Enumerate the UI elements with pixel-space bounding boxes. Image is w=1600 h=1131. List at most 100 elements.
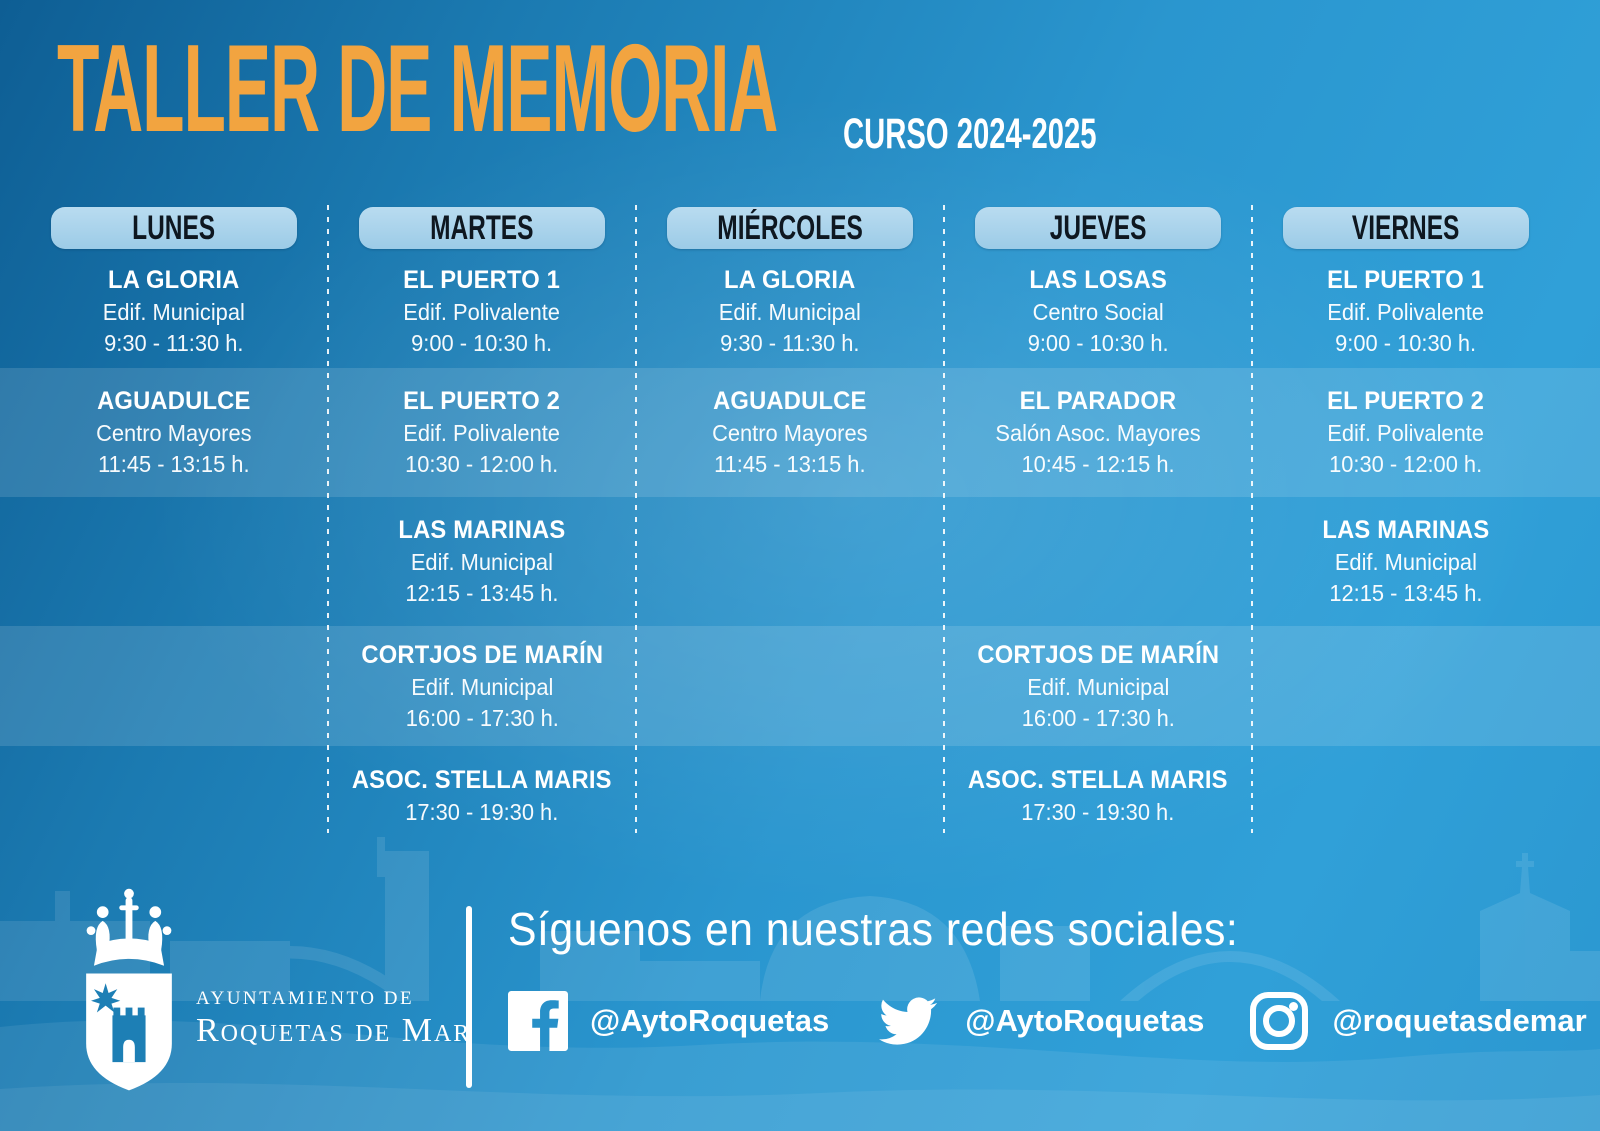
organization-name: AYUNTAMIENTO DE Roquetas de Mar	[196, 988, 471, 1050]
schedule-slot: LAS LOSAS Centro Social 9:00 - 10:30 h.	[944, 255, 1252, 368]
slot-location-name: EL PUERTO 1	[403, 266, 561, 294]
slot-location-name: EL PARADOR	[1019, 387, 1177, 415]
slot-time: 9:00 - 10:30 h.	[411, 330, 553, 356]
slot-venue: Edif. Municipal	[718, 299, 862, 325]
schedule-slot: EL PUERTO 2 Edif. Polivalente 10:30 - 12…	[328, 368, 636, 497]
slot-venue: Edif. Municipal	[1026, 673, 1170, 700]
slot-venue: Edif. Polivalente	[1327, 420, 1485, 446]
slot-venue: Edif. Municipal	[410, 549, 554, 575]
header: TALLER DE MEMORIA CURSO 2024-2025	[57, 20, 1343, 158]
schedule-slot: ASOC. STELLA MARIS 17:30 - 19:30 h.	[328, 746, 636, 846]
schedule-slot-empty	[20, 626, 328, 746]
slot-location-name: ASOC. STELLA MARIS	[352, 766, 612, 794]
schedule-slot: LA GLORIA Edif. Municipal 9:30 - 11:30 h…	[636, 255, 944, 368]
slot-time: 17:30 - 19:30 h.	[1021, 799, 1175, 825]
day-header-label: VIERNES	[1352, 208, 1460, 247]
schedule-slot-empty	[1252, 746, 1560, 846]
schedule-slot-empty	[20, 497, 328, 626]
instagram-handle: @roquetasdemar	[1332, 1003, 1587, 1038]
slot-venue: Edif. Polivalente	[403, 299, 561, 325]
slot-time: 9:30 - 11:30 h.	[104, 330, 244, 356]
slot-time: 12:15 - 13:45 h.	[405, 580, 559, 606]
org-line2: Roquetas de Mar	[196, 1012, 472, 1049]
slot-time: 10:30 - 12:00 h.	[405, 451, 559, 477]
schedule-slot: LAS MARINAS Edif. Municipal 12:15 - 13:4…	[328, 497, 636, 626]
slot-location-name: LAS LOSAS	[1029, 266, 1167, 294]
slot-time: 9:00 - 10:30 h.	[1027, 330, 1169, 356]
slot-venue: Salón Asoc. Mayores	[995, 420, 1201, 446]
day-column-viernes: VIERNES EL PUERTO 1 Edif. Polivalente 9:…	[1252, 200, 1560, 846]
schedule-slot: LAS MARINAS Edif. Municipal 12:15 - 13:4…	[1252, 497, 1560, 626]
footer: AYUNTAMIENTO DE Roquetas de Mar Síguenos…	[0, 860, 1600, 1131]
slot-time: 9:00 - 10:30 h.	[1335, 330, 1477, 356]
slot-venue: Edif. Polivalente	[1327, 299, 1485, 325]
schedule-slot: EL PUERTO 2 Edif. Polivalente 10:30 - 12…	[1252, 368, 1560, 497]
row-highlight-band	[0, 626, 1600, 746]
column-separator	[635, 205, 637, 833]
slot-location-name: CORTJOS DE MARÍN	[361, 640, 603, 669]
day-column-martes: MARTES EL PUERTO 1 Edif. Polivalente 9:0…	[328, 200, 636, 846]
slot-venue: Edif. Municipal	[102, 299, 246, 325]
slot-venue: Centro Social	[1032, 299, 1164, 325]
day-column-lunes: LUNES LA GLORIA Edif. Municipal 9:30 - 1…	[20, 200, 328, 846]
day-column-jueves: JUEVES LAS LOSAS Centro Social 9:00 - 10…	[944, 200, 1252, 846]
slot-venue: Edif. Polivalente	[403, 420, 561, 446]
schedule-slot: LA GLORIA Edif. Municipal 9:30 - 11:30 h…	[20, 255, 328, 368]
schedule-slot-empty	[20, 746, 328, 846]
city-skyline-silhouette	[0, 837, 1600, 1131]
day-header-label: MIÉRCOLES	[717, 208, 863, 247]
twitter-handle: @AytoRoquetas	[965, 1003, 1205, 1038]
day-column-miercoles: MIÉRCOLES LA GLORIA Edif. Municipal 9:30…	[636, 200, 944, 846]
schedule-slot-empty	[636, 497, 944, 626]
social-heading: Síguenos en nuestras redes sociales:	[508, 903, 1239, 955]
weekly-schedule-grid: LUNES LA GLORIA Edif. Municipal 9:30 - 1…	[20, 200, 1560, 846]
slot-time: 10:30 - 12:00 h.	[1329, 451, 1483, 477]
schedule-slot: EL PUERTO 1 Edif. Polivalente 9:00 - 10:…	[328, 255, 636, 368]
slot-time: 16:00 - 17:30 h.	[405, 704, 559, 731]
day-header-label: LUNES	[132, 208, 216, 247]
slot-time: 12:15 - 13:45 h.	[1329, 580, 1483, 606]
schedule-slot: CORTJOS DE MARÍN Edif. Municipal 16:00 -…	[328, 626, 636, 746]
slot-time: 11:45 - 13:15 h.	[714, 451, 866, 477]
column-separator	[1251, 205, 1253, 833]
slot-location-name: LAS MARINAS	[1322, 516, 1490, 544]
slot-time: 10:45 - 12:15 h.	[1021, 451, 1175, 477]
twitter-link[interactable]: @AytoRoquetas	[873, 992, 1204, 1050]
slot-location-name: EL PUERTO 1	[1327, 266, 1485, 294]
schedule-slot: EL PUERTO 1 Edif. Polivalente 9:00 - 10:…	[1252, 255, 1560, 368]
slot-time: 11:45 - 13:15 h.	[98, 451, 250, 477]
day-header-viernes: VIERNES	[1283, 207, 1529, 249]
slot-location-name: LA GLORIA	[108, 266, 240, 294]
schedule-slot-empty	[636, 746, 944, 846]
slot-location-name: LA GLORIA	[724, 266, 856, 294]
day-header-label: JUEVES	[1049, 208, 1147, 247]
schedule-slot: AGUADULCE Centro Mayores 11:45 - 13:15 h…	[636, 368, 944, 497]
slot-venue: Edif. Municipal	[410, 673, 554, 700]
slot-location-name: AGUADULCE	[97, 387, 251, 415]
column-separator	[943, 205, 945, 833]
instagram-link[interactable]: @roquetasdemar	[1248, 990, 1587, 1052]
slot-location-name: CORTJOS DE MARÍN	[977, 640, 1219, 669]
page-title: TALLER DE MEMORIA	[57, 20, 778, 158]
facebook-icon	[508, 991, 568, 1051]
slot-location-name: EL PUERTO 2	[1327, 387, 1485, 415]
facebook-link[interactable]: @AytoRoquetas	[508, 991, 829, 1051]
vertical-divider	[466, 906, 472, 1088]
course-subtitle: CURSO 2024-2025	[843, 110, 1097, 158]
day-header-jueves: JUEVES	[975, 207, 1221, 249]
instagram-icon	[1250, 992, 1309, 1050]
day-header-lunes: LUNES	[51, 207, 297, 249]
social-links-row: @AytoRoquetas @AytoRoquetas @roquetasdem…	[508, 990, 1587, 1052]
crown-shield-castle-logo	[86, 888, 172, 1091]
day-header-label: MARTES	[430, 208, 534, 247]
slot-location-name: ASOC. STELLA MARIS	[968, 766, 1228, 794]
slot-venue: Centro Mayores	[712, 420, 868, 446]
slot-location-name: EL PUERTO 2	[403, 387, 561, 415]
day-header-miercoles: MIÉRCOLES	[667, 207, 913, 249]
schedule-slot: CORTJOS DE MARÍN Edif. Municipal 16:00 -…	[944, 626, 1252, 746]
schedule-slot-empty	[1252, 626, 1560, 746]
slot-time: 16:00 - 17:30 h.	[1021, 704, 1175, 731]
schedule-slot-empty	[636, 626, 944, 746]
slot-venue: Edif. Municipal	[1334, 549, 1478, 575]
